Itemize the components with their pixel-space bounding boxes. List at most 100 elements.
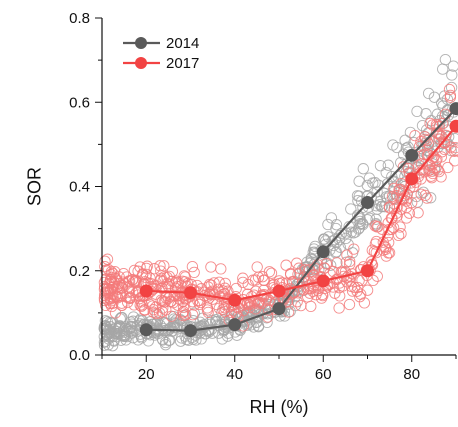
scatter-point <box>147 304 160 316</box>
scatter-point <box>310 289 322 301</box>
scatter-point <box>435 151 448 163</box>
scatter-point <box>318 233 330 245</box>
scatter-point <box>105 284 117 296</box>
scatter-point <box>371 203 383 215</box>
scatter-point <box>352 209 364 221</box>
scatter-point <box>408 136 420 149</box>
scatter-point <box>329 287 341 299</box>
scatter-point <box>447 60 458 72</box>
scatter-point <box>153 307 166 319</box>
scatter-point <box>399 134 411 146</box>
legend-label-2017: 2017 <box>166 55 199 72</box>
scatter-point <box>354 291 366 303</box>
y-axis-title: SOR <box>24 167 44 206</box>
scatter-point <box>217 285 229 297</box>
scatter-point <box>188 299 200 311</box>
scatter-point <box>358 297 371 309</box>
scatter-point <box>415 188 427 200</box>
scatter-point <box>322 218 334 231</box>
scatter-point <box>161 278 173 290</box>
scatter-point <box>218 323 230 335</box>
scatter-point <box>225 306 238 319</box>
scatter-point <box>252 271 265 283</box>
scatter-point <box>330 246 342 258</box>
x-axis-title: RH (%) <box>250 397 309 417</box>
scatter-point <box>442 161 454 174</box>
scatter-point <box>446 69 458 81</box>
scatter-point <box>397 161 410 173</box>
scatter-point <box>436 146 448 158</box>
scatter-point <box>177 305 190 318</box>
scatter-point <box>411 105 423 118</box>
series-point-2017 <box>361 264 374 278</box>
scatter-point <box>280 259 292 271</box>
scatter-point <box>380 250 392 262</box>
scatter-point <box>139 303 151 316</box>
scatter-point <box>128 299 140 311</box>
y-tick-label: 0.2 <box>69 263 90 280</box>
scatter-point <box>428 91 441 103</box>
scatter-point <box>374 195 387 207</box>
scatter-point <box>380 166 392 179</box>
series-point-2014 <box>139 323 153 337</box>
scatter-point <box>395 228 407 240</box>
series-point-2014 <box>405 148 419 162</box>
scatter-point <box>394 221 406 233</box>
scatter-point <box>292 268 304 280</box>
scatter-point <box>205 279 217 291</box>
scatter-point <box>134 261 146 273</box>
scatter-point <box>326 235 338 247</box>
scatter-point <box>113 271 125 283</box>
scatter-point <box>100 328 112 340</box>
legend-label-2014: 2014 <box>166 35 199 52</box>
x-tick-label: 40 <box>226 366 243 383</box>
scatter-point <box>409 129 421 142</box>
scatter-point <box>109 307 122 319</box>
scatter-point <box>331 257 343 269</box>
series-point-2014 <box>272 302 286 316</box>
scatter-point <box>337 280 349 292</box>
scatter-point <box>438 143 451 156</box>
scatter-point <box>434 129 446 141</box>
scatter-point <box>188 266 200 279</box>
scatter-point <box>124 323 136 335</box>
scatter-point <box>304 287 316 299</box>
y-tick-label: 0.6 <box>69 94 90 111</box>
scatter-point <box>325 259 337 271</box>
series-point-2017 <box>316 274 330 288</box>
series-point-2017 <box>139 284 153 298</box>
scatter-point <box>221 330 234 342</box>
scatter-point <box>215 263 227 275</box>
scatter-point <box>99 260 111 273</box>
scatter-point <box>422 87 435 100</box>
scatter-point <box>382 159 394 171</box>
scatter-point <box>205 261 217 273</box>
scatter-point <box>129 275 142 287</box>
series-point-2014 <box>316 245 330 259</box>
scatter-point <box>348 281 361 294</box>
scatter-point <box>99 324 111 336</box>
scatter-point <box>412 207 424 219</box>
scatter-point <box>348 243 360 255</box>
scatter-point <box>177 307 189 319</box>
scatter-point <box>345 226 357 238</box>
series-point-2014 <box>184 324 197 338</box>
scatter-point <box>433 120 445 132</box>
scatter-point <box>449 155 458 167</box>
scatter-point <box>156 333 169 345</box>
scatter-point <box>423 164 435 177</box>
scatter-point <box>98 294 111 307</box>
x-tick-label: 80 <box>403 366 420 383</box>
scatter-point <box>386 190 399 203</box>
series-point-2017 <box>228 293 242 307</box>
scatter-point <box>361 284 374 296</box>
x-tick-label: 60 <box>315 366 332 383</box>
scatter-point <box>349 226 362 238</box>
scatter-point <box>419 189 431 202</box>
series-point-2017 <box>272 284 286 298</box>
scatter-point <box>172 290 184 302</box>
scatter-point <box>154 260 166 272</box>
x-tick-label: 20 <box>138 366 155 383</box>
series-line-2014 <box>146 107 457 332</box>
